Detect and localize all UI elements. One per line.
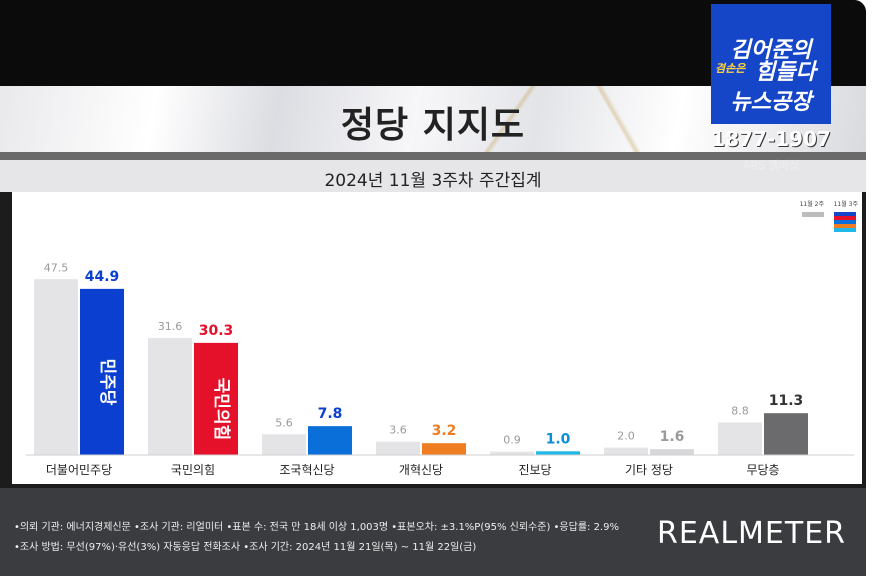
legend-curr-swatch [834, 212, 856, 232]
value-label-curr-2: 7.8 [318, 406, 343, 422]
bar-prev-3 [376, 441, 420, 455]
bar-prev-6 [718, 422, 762, 455]
legend-curr-stripe-3 [834, 224, 856, 228]
logo-line-2b: 힘들다 [755, 60, 816, 85]
subtitle-bar: 2024년 11월 3주차 주간집계 [0, 160, 866, 192]
value-label-prev-1: 31.6 [158, 320, 183, 333]
value-label-prev-5: 2.0 [617, 430, 635, 443]
legend-curr-stripe-4 [834, 228, 856, 232]
category-label-5: 기타 정당 [625, 463, 673, 477]
bar-curr-0 [80, 288, 124, 455]
category-label-4: 진보당 [518, 463, 551, 477]
in-bar-label-1: 국민의힘 [211, 378, 232, 441]
in-bar-label-0: 민주당 [97, 358, 117, 405]
legend-curr-label: 11월 3주 [834, 200, 859, 208]
legend-prev-swatch [802, 212, 824, 217]
bar-curr-5 [650, 449, 694, 455]
bar-prev-1 [148, 338, 192, 455]
bar-curr-3 [422, 443, 466, 455]
chart-legend: 11월 2주 11월 3주 [800, 200, 859, 232]
legend-curr-stripe-2 [834, 220, 856, 224]
logo-line-2a: 겸손은 [715, 62, 746, 75]
logo-line-1: 김어준의 [730, 38, 812, 63]
value-label-prev-4: 0.9 [503, 434, 521, 447]
bar-prev-4 [490, 451, 534, 455]
category-label-6: 무당층 [746, 463, 779, 477]
category-label-1: 국민의힘 [171, 463, 215, 477]
legend-curr-stripe-0 [834, 212, 856, 216]
value-label-prev-0: 47.5 [44, 261, 69, 274]
footer: •의뢰 기관: 에너지경제신문 •조사 기관: 리얼미터 •표본 수: 전국 만… [0, 488, 866, 576]
value-label-curr-0: 44.9 [85, 269, 120, 285]
value-label-curr-4: 1.0 [546, 431, 571, 447]
bar-curr-6 [764, 413, 808, 455]
value-label-prev-6: 8.8 [731, 404, 749, 417]
value-label-curr-3: 3.2 [432, 423, 457, 439]
legend-curr-stripe-1 [834, 216, 856, 220]
category-label-0: 더불어민주당 [46, 463, 112, 477]
value-label-prev-2: 5.6 [275, 416, 293, 429]
news-factory-logo: 김어준의 겸손은 힘들다 뉴스공장 [711, 4, 831, 124]
logo-line-3: 뉴스공장 [730, 90, 812, 115]
bar-curr-2 [308, 426, 352, 455]
category-label-3: 개혁신당 [399, 463, 443, 477]
footer-survey-info-2: •조사 방법: 무선(97%)·유선(3%) 자동응답 전화조사 •조사 기간:… [14, 542, 477, 553]
bar-prev-2 [262, 434, 306, 455]
bar-curr-4 [536, 451, 580, 455]
category-label-2: 조국혁신당 [279, 463, 334, 477]
bar-prev-5 [604, 447, 648, 455]
logo-ars-label: ARS 멤버십 [742, 159, 799, 172]
chart-area: 47.5 44.9 더불어민주당 민주당 31.6 30.3 국민의힘 국민의힘 5.6 7.8 조… [12, 192, 862, 484]
chart-subtitle: 2024년 11월 3주차 주간집계 [324, 171, 542, 191]
divider-band [0, 152, 866, 160]
logo-phone-number: 1877-1907 [711, 127, 831, 151]
footer-survey-info-1: •의뢰 기관: 에너지경제신문 •조사 기관: 리얼미터 •표본 수: 전국 만… [14, 522, 619, 533]
realmeter-logo: REALMETER [657, 516, 846, 551]
value-label-curr-1: 30.3 [199, 323, 234, 339]
bar-prev-0 [34, 279, 78, 455]
value-label-prev-3: 3.6 [389, 424, 407, 437]
value-label-curr-6: 11.3 [769, 393, 804, 409]
bar-curr-1 [194, 342, 238, 455]
value-label-curr-5: 1.6 [660, 429, 685, 445]
legend-prev-label: 11월 2주 [800, 200, 825, 208]
page-title: 정당 지지도 [340, 105, 526, 146]
